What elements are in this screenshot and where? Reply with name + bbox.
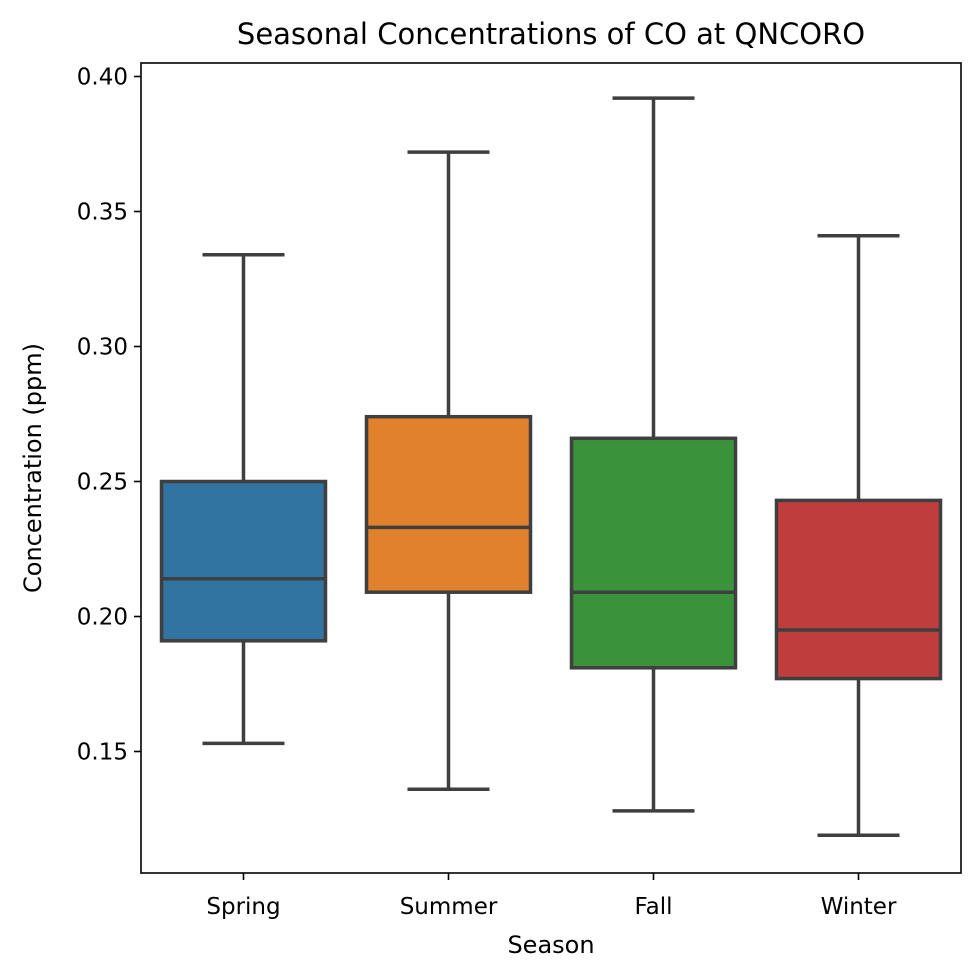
x-tick-label: Fall xyxy=(635,894,673,920)
x-tick-label: Spring xyxy=(206,894,280,920)
x-axis: Spring Summer Fall Winter xyxy=(206,873,897,920)
x-tick-label: Winter xyxy=(821,894,897,920)
box-spring xyxy=(159,252,328,746)
iqr-box-summer xyxy=(364,414,533,594)
plot-frame xyxy=(140,62,962,874)
x-axis-label: Season xyxy=(507,931,594,959)
iqr-box-spring xyxy=(159,479,328,643)
plot-area xyxy=(159,96,943,837)
y-tick-label: 0.20 xyxy=(77,605,128,631)
iqr-box-fall xyxy=(569,436,738,670)
y-axis-label: Concentration (ppm) xyxy=(19,343,47,593)
chart-title: Seasonal Concentrations of CO at QNCORO xyxy=(237,17,865,51)
y-tick-label: 0.35 xyxy=(77,200,128,226)
iqr-box-winter xyxy=(774,498,943,681)
box-summer xyxy=(364,150,533,792)
y-axis: 0.15 0.20 0.25 0.30 0.35 0.40 xyxy=(77,65,141,766)
x-tick-label: Summer xyxy=(400,894,498,920)
y-tick-label: 0.25 xyxy=(77,470,128,496)
y-tick-label: 0.40 xyxy=(77,65,128,91)
y-tick-label: 0.15 xyxy=(77,740,128,766)
y-tick-label: 0.30 xyxy=(77,335,128,361)
box-fall xyxy=(569,96,738,813)
box-winter xyxy=(774,234,943,837)
